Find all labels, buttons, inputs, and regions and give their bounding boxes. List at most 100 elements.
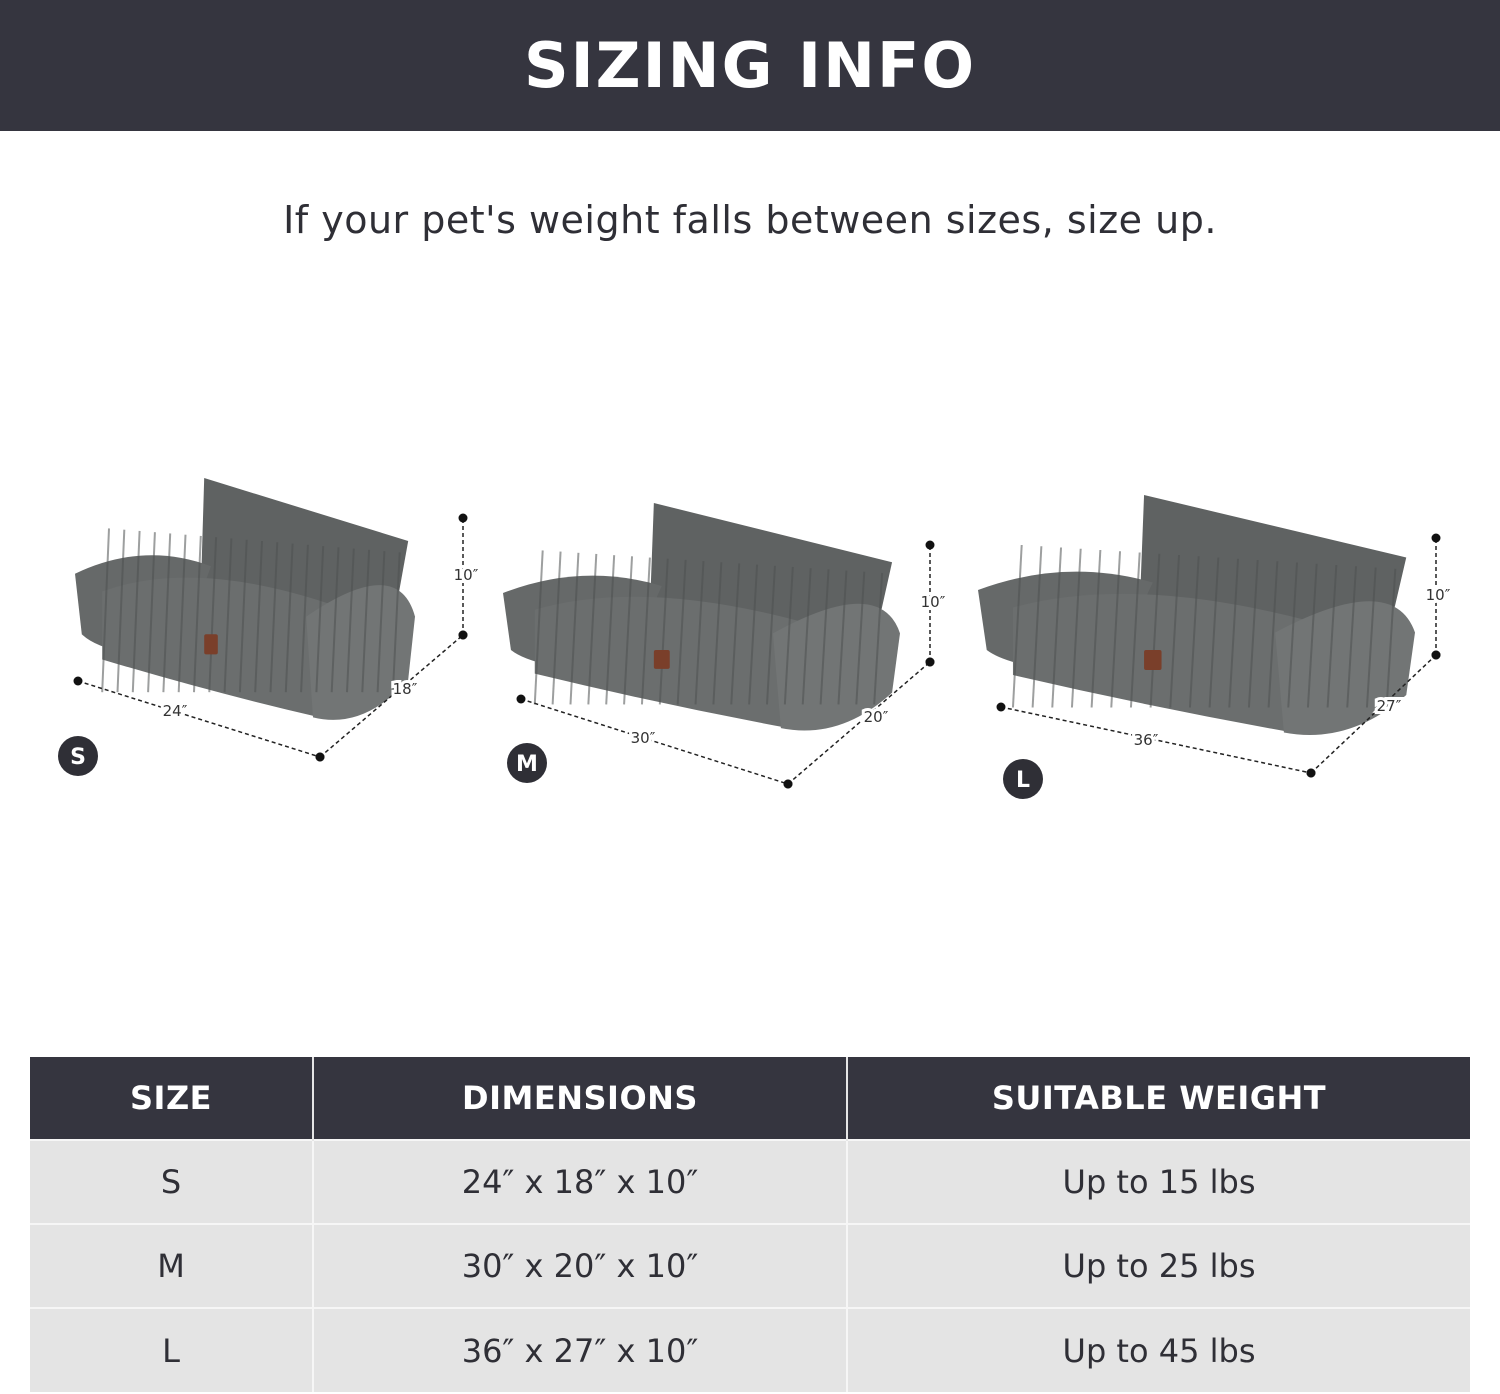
bed-stripe (1070, 548, 1082, 708)
dimension-endpoint (1431, 533, 1441, 543)
bed-stripe (801, 568, 812, 705)
dimension-endpoint (458, 630, 468, 640)
size-badge-label: L (1016, 768, 1030, 793)
dimension-endpoint (925, 657, 935, 667)
bed-stripe (193, 535, 202, 693)
bed-stripe (1090, 549, 1102, 708)
bed-stripe (783, 566, 794, 705)
bed-stripe (315, 545, 325, 693)
depth-dimension-line (319, 634, 464, 758)
bed-back (1139, 495, 1407, 633)
bed-stripe (1129, 552, 1141, 708)
depth-dimension-line (787, 661, 931, 785)
brand-tag (1144, 650, 1162, 670)
table-header-row: SIZE DIMENSIONS SUITABLE WEIGHT (30, 1057, 1470, 1140)
size-badge (58, 736, 98, 776)
height-label: 10″ (454, 566, 479, 584)
bed-stripe (1385, 568, 1397, 708)
bed-s: 24″ 18″ 10″ S (58, 478, 482, 776)
bed-stripe (1051, 547, 1063, 708)
bed-stripe (1149, 553, 1161, 708)
bed-stripe (330, 547, 340, 693)
bed-stripe (391, 552, 401, 693)
bed-illustrations: 24″ 18″ 10″ S 30″ 20″ 10″ M 36″ 27″ 10″ L (58, 478, 1454, 799)
width-label: 36″ (1134, 731, 1159, 749)
cell-dimensions: 30″ x 20″ x 10″ (313, 1223, 848, 1308)
bed-stripe (1188, 556, 1200, 708)
brand-tag (653, 649, 670, 669)
dimension-endpoint (925, 540, 935, 550)
cell-dimensions: 36″ x 27″ x 10″ (313, 1307, 848, 1392)
brand-tag (204, 634, 218, 655)
bed-stripe (533, 550, 544, 705)
bed-stripe (1110, 551, 1122, 708)
bed-stripe (658, 558, 669, 705)
header-size: SIZE (30, 1057, 314, 1140)
bed-stripe (1346, 566, 1358, 708)
size-badge-label: S (70, 745, 86, 770)
bed-stripe (1326, 564, 1338, 708)
dimension-endpoint (458, 513, 468, 523)
width-dimension-line (1000, 706, 1312, 774)
dimension-endpoint (1431, 650, 1441, 660)
bed-stripe (569, 552, 580, 705)
bed-stripe (873, 572, 884, 705)
dimension-endpoint (783, 779, 793, 789)
dimension-endpoint (1306, 768, 1316, 778)
cell-size: L (30, 1307, 314, 1392)
bed-stripe (147, 532, 156, 693)
height-label: 10″ (1426, 586, 1451, 604)
bed-right-arm (306, 585, 415, 720)
bed-right-arm (1275, 601, 1415, 735)
bed-l: 36″ 27″ 10″ L (978, 495, 1454, 799)
dimension-endpoint (73, 676, 83, 686)
bed-stripe (300, 544, 309, 693)
bed-stripe (254, 540, 263, 693)
table-row: M 30″ x 20″ x 10″ Up to 25 lbs (30, 1223, 1470, 1308)
cell-weight: Up to 25 lbs (847, 1223, 1470, 1308)
bed-stripe (712, 562, 723, 705)
bed-stripe (269, 542, 279, 693)
header-banner: SIZING INFO (0, 0, 1500, 131)
table-row: S 24″ x 18″ x 10″ Up to 15 lbs (30, 1139, 1470, 1224)
bed-stripe (1208, 557, 1220, 708)
bed-stripe (1247, 559, 1259, 708)
page-title: SIZING INFO (523, 29, 977, 102)
cell-size: S (30, 1139, 314, 1224)
bed-stripe (223, 538, 233, 693)
cell-weight: Up to 45 lbs (847, 1307, 1470, 1392)
width-dimension-line (520, 698, 789, 785)
bed-stripe (238, 539, 248, 693)
width-label: 24″ (163, 702, 188, 720)
cell-dimensions: 24″ x 18″ x 10″ (313, 1139, 848, 1224)
bed-stripe (855, 571, 866, 705)
bed-stripe (605, 555, 616, 705)
bed-stripe (101, 528, 110, 693)
size-badge (507, 743, 547, 783)
bed-stripe (1228, 558, 1240, 708)
bed-stripe (837, 570, 848, 705)
size-badge (1003, 759, 1043, 799)
bed-stripe (730, 563, 741, 705)
table-row: L 36″ x 27″ x 10″ Up to 45 lbs (30, 1307, 1470, 1392)
bed-stripe (623, 556, 634, 705)
bed-stripe (1306, 563, 1318, 708)
sizing-note: If your pet's weight falls between sizes… (283, 198, 1217, 242)
width-dimension-line (77, 680, 321, 758)
dimension-endpoint (516, 694, 526, 704)
bed-stripe (116, 529, 126, 693)
cell-weight: Up to 15 lbs (847, 1139, 1470, 1224)
dimension-endpoint (315, 752, 325, 762)
bed-stripe (551, 551, 562, 705)
bed-back (649, 503, 893, 634)
bed-stripe (766, 565, 776, 705)
bed-stripe (1169, 554, 1181, 708)
height-label: 10″ (921, 593, 946, 611)
depth-dimension-line (1310, 654, 1437, 774)
bed-m: 30″ 20″ 10″ M (503, 503, 949, 789)
header-weight: SUITABLE WEIGHT (847, 1057, 1470, 1140)
bed-stripe (284, 543, 294, 693)
bed-stripe (694, 561, 705, 705)
dimension-endpoint (996, 702, 1006, 712)
bed-stripe (676, 559, 687, 705)
